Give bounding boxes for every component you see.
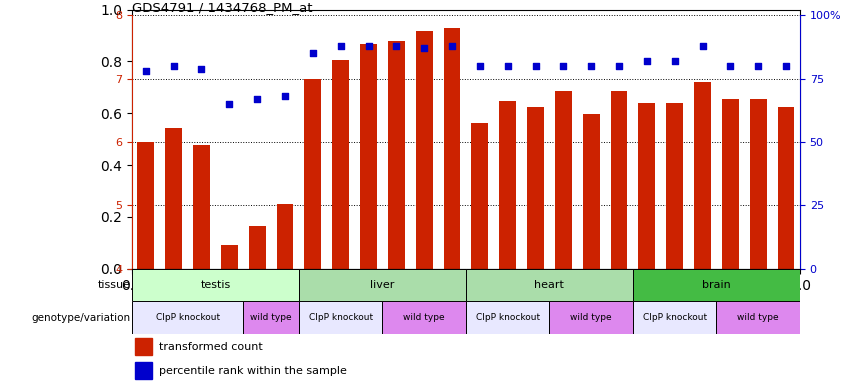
- Point: [612, 63, 625, 69]
- Text: ClpP knockout: ClpP knockout: [309, 313, 373, 322]
- Bar: [221, 245, 237, 269]
- Bar: [132, 269, 299, 301]
- Bar: [388, 41, 405, 269]
- Bar: [299, 269, 466, 301]
- Text: heart: heart: [534, 280, 564, 290]
- Bar: [750, 99, 767, 269]
- Bar: [243, 301, 299, 334]
- Point: [417, 45, 431, 51]
- Point: [222, 101, 236, 107]
- Bar: [382, 301, 466, 334]
- Point: [668, 58, 682, 64]
- Text: wild type: wild type: [737, 313, 779, 322]
- Text: ClpP knockout: ClpP knockout: [643, 313, 706, 322]
- Text: tissue: tissue: [98, 280, 130, 290]
- Text: genotype/variation: genotype/variation: [31, 313, 130, 323]
- Point: [696, 43, 710, 49]
- Text: percentile rank within the sample: percentile rank within the sample: [158, 366, 346, 376]
- Bar: [550, 301, 633, 334]
- Bar: [611, 91, 627, 269]
- Bar: [443, 28, 460, 269]
- Point: [751, 63, 765, 69]
- Text: transformed count: transformed count: [158, 341, 262, 352]
- Bar: [132, 301, 243, 334]
- Point: [473, 63, 487, 69]
- Point: [780, 63, 793, 69]
- Point: [501, 63, 515, 69]
- Point: [306, 50, 320, 56]
- Point: [557, 63, 570, 69]
- Bar: [717, 301, 800, 334]
- Point: [445, 43, 459, 49]
- Point: [528, 63, 542, 69]
- Text: wild type: wild type: [250, 313, 292, 322]
- Bar: [638, 103, 655, 269]
- Bar: [248, 226, 266, 269]
- Bar: [722, 99, 739, 269]
- Point: [195, 66, 208, 72]
- Bar: [500, 101, 516, 269]
- Bar: [299, 301, 382, 334]
- Text: GDS4791 / 1434768_PM_at: GDS4791 / 1434768_PM_at: [132, 1, 312, 14]
- Bar: [135, 338, 152, 355]
- Bar: [633, 301, 717, 334]
- Text: wild type: wild type: [570, 313, 612, 322]
- Bar: [633, 269, 800, 301]
- Text: ClpP knockout: ClpP knockout: [156, 313, 220, 322]
- Text: brain: brain: [702, 280, 731, 290]
- Bar: [666, 103, 683, 269]
- Point: [167, 63, 180, 69]
- Point: [723, 63, 737, 69]
- Text: wild type: wild type: [403, 313, 445, 322]
- Point: [139, 68, 152, 74]
- Text: testis: testis: [200, 280, 231, 290]
- Bar: [360, 44, 377, 269]
- Bar: [165, 128, 182, 269]
- Point: [390, 43, 403, 49]
- Bar: [416, 31, 432, 269]
- Point: [362, 43, 375, 49]
- Bar: [527, 107, 544, 269]
- Point: [585, 63, 598, 69]
- Bar: [193, 145, 210, 269]
- Bar: [135, 362, 152, 379]
- Bar: [466, 301, 550, 334]
- Point: [278, 93, 292, 99]
- Bar: [332, 60, 349, 269]
- Bar: [694, 82, 711, 269]
- Bar: [277, 204, 294, 269]
- Bar: [138, 142, 154, 269]
- Point: [640, 58, 654, 64]
- Text: liver: liver: [370, 280, 395, 290]
- Bar: [466, 269, 633, 301]
- Bar: [305, 79, 321, 269]
- Text: ClpP knockout: ClpP knockout: [476, 313, 540, 322]
- Point: [250, 96, 264, 102]
- Point: [334, 43, 347, 49]
- Bar: [778, 107, 794, 269]
- Bar: [471, 123, 488, 269]
- Bar: [555, 91, 572, 269]
- Bar: [583, 114, 599, 269]
